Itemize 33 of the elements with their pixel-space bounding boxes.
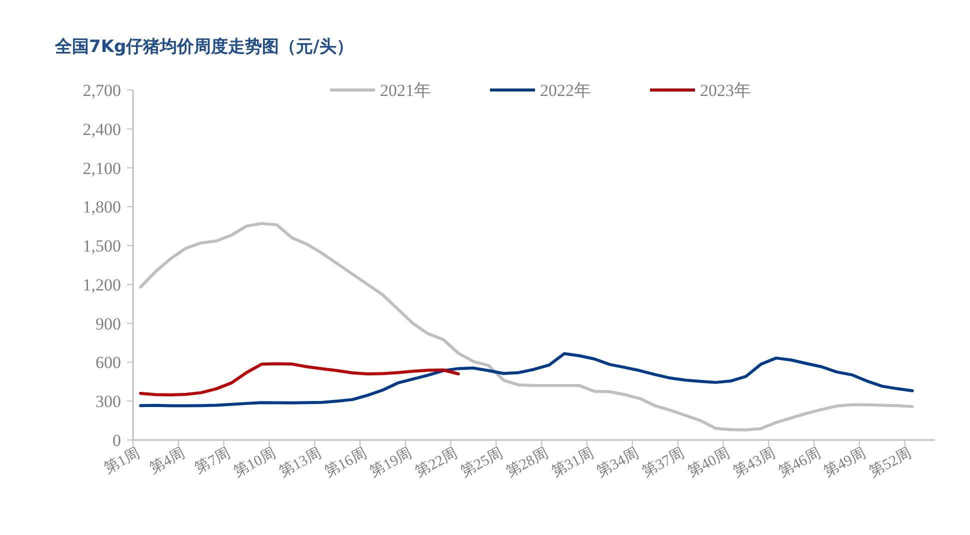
line-series xyxy=(139,362,460,396)
y-tick-label: 1,800 xyxy=(82,198,121,217)
x-tick-label: 第28周 xyxy=(503,444,552,481)
y-tick-label: 600 xyxy=(96,353,121,372)
x-tick-label: 第49周 xyxy=(821,444,869,481)
y-tick-label: 2,100 xyxy=(82,158,121,178)
y-tick-label: 900 xyxy=(96,314,121,334)
x-tick-label: 第52周 xyxy=(866,444,914,481)
x-tick-label: 第16周 xyxy=(322,444,370,481)
y-tick-label: 2,700 xyxy=(82,81,121,100)
chart-title: 全国7Kg仔猪均价周度走势图（元/头） xyxy=(54,37,354,57)
x-tick-label: 第34周 xyxy=(594,444,642,481)
x-tick-label: 第4周 xyxy=(146,444,188,478)
x-tick-label: 第7周 xyxy=(192,444,234,478)
x-tick-label: 第13周 xyxy=(276,444,324,481)
x-tick-label: 第40周 xyxy=(684,444,733,481)
line-series xyxy=(139,352,914,408)
x-tick-label: 第43周 xyxy=(730,444,778,481)
y-tick-label: 1,200 xyxy=(82,275,121,294)
legend-label: 2022年 xyxy=(540,81,591,100)
y-tick-label: 2,400 xyxy=(82,120,121,139)
x-tick-label: 第31周 xyxy=(548,444,596,481)
y-tick-label: 1,500 xyxy=(82,236,121,256)
x-tick-label: 第10周 xyxy=(230,444,279,481)
x-tick-label: 第19周 xyxy=(367,444,415,481)
legend-label: 2021年 xyxy=(380,81,431,100)
x-tick-label: 第25周 xyxy=(458,444,506,481)
y-tick-label: 300 xyxy=(96,392,121,412)
line-series xyxy=(139,222,914,432)
x-tick-label: 第37周 xyxy=(639,444,688,481)
x-tick-label: 第46周 xyxy=(776,444,824,481)
x-tick-label: 第22周 xyxy=(412,444,460,481)
legend-label: 2023年 xyxy=(700,81,751,100)
